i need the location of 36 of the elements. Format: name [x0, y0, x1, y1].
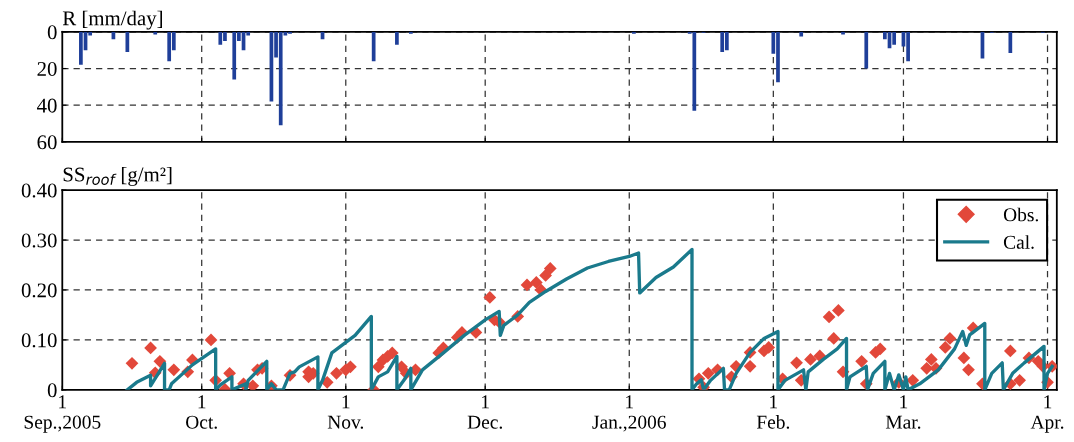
- bar: [692, 31, 697, 111]
- y-tick-label: 0.40: [21, 183, 57, 198]
- bar: [892, 31, 897, 45]
- bar: [167, 31, 172, 62]
- bar: [395, 31, 399, 45]
- y-tick-label: 40: [37, 98, 57, 113]
- legend-label: Obs.: [1003, 207, 1039, 222]
- bar: [1008, 31, 1013, 53]
- y-tick-label: 0: [47, 25, 57, 40]
- x-tick-label: 1 Oct.: [186, 395, 217, 429]
- bar: [864, 31, 869, 69]
- bar: [799, 31, 804, 37]
- bar: [79, 31, 83, 65]
- y-tick-label: 20: [37, 61, 57, 76]
- bar: [906, 31, 910, 62]
- legend-label: Cal.: [1003, 235, 1034, 249]
- bar: [371, 31, 376, 62]
- x-tick-label: 1 Feb.: [756, 395, 790, 429]
- x-tick-label: 1 Apr.: [1030, 395, 1064, 433]
- bar: [218, 31, 223, 45]
- bar: [232, 31, 237, 80]
- y-tick-label: 0.10: [21, 333, 57, 348]
- bar: [720, 31, 725, 52]
- y-tick-label: 0.30: [21, 233, 57, 248]
- y-axis-title: R [mm/day]: [62, 10, 162, 30]
- y-axis-title: SS$_{roof}$ [g/m²]: [63, 166, 172, 186]
- x-tick-label: 1 Dec.: [467, 395, 502, 429]
- bar: [278, 31, 283, 126]
- bar: [153, 31, 158, 35]
- x-tick-label: 1 Jan.,2006: [592, 395, 666, 432]
- x-tick-label: 1 Nov.: [327, 395, 364, 429]
- bar: [841, 31, 845, 35]
- x-tick-label: 1 Mar.: [885, 395, 921, 429]
- y-tick-label: 60: [37, 135, 57, 150]
- y-tick-label: 0.20: [21, 283, 57, 298]
- bar: [125, 31, 130, 52]
